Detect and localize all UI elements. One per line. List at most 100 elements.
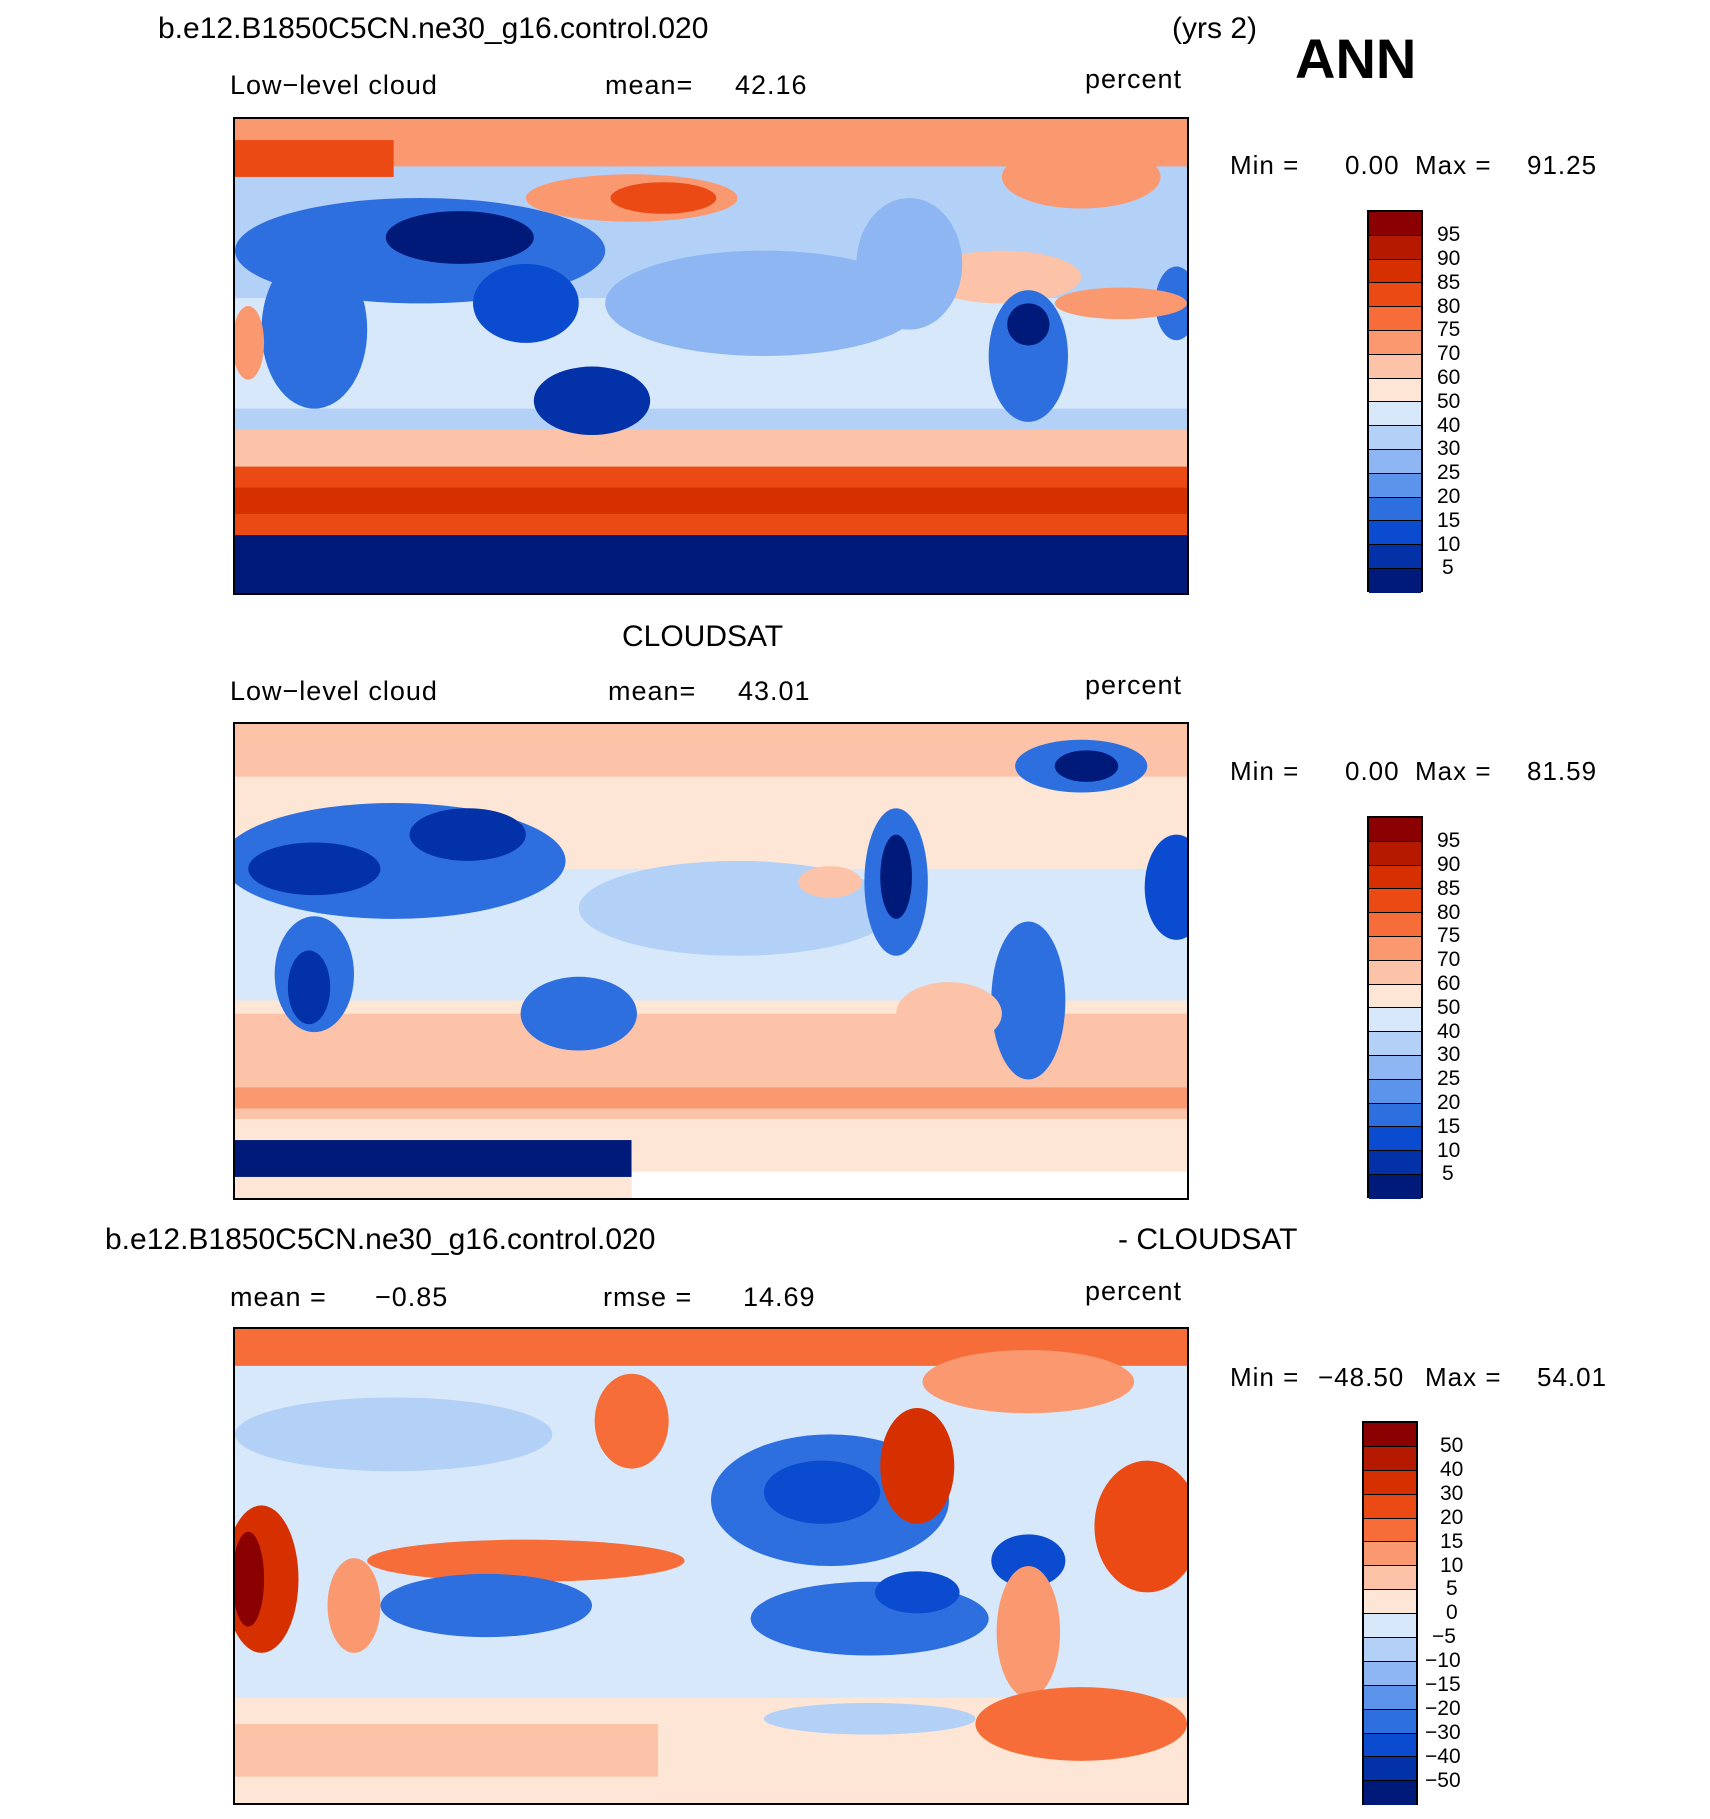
colorbar-swatch [1369,1008,1421,1033]
panel-model-max-label: Max = [1415,150,1492,180]
colorbar-label: 50 [1437,996,1461,1019]
panel-model-min-label: Min = [1230,150,1300,180]
panel-diff-rmse-label: rmse = [603,1282,693,1312]
colorbar-swatch [1369,865,1421,890]
colorbar-swatch [1369,1151,1421,1175]
colorbar-label: 20 [1440,1506,1464,1529]
colorbar-swatch [1369,936,1421,961]
colorbar-label: 95 [1437,223,1461,246]
colorbar-swatch [1369,889,1421,914]
colorbar-swatch [1369,259,1421,284]
colorbar-label: −40 [1425,1745,1461,1768]
colorbar-swatch [1364,1423,1416,1447]
colorbar-label: 75 [1437,318,1461,341]
colorbar-label: 90 [1437,247,1461,270]
colorbar-swatch [1369,497,1421,522]
panel-diff-colorbar [1362,1421,1418,1806]
colorbar-label: 30 [1437,437,1461,460]
colorbar-label: −30 [1425,1721,1461,1744]
colorbar-label: 50 [1440,1434,1464,1457]
panel-model-min-value: 0.00 [1345,150,1400,180]
colorbar-label: 30 [1440,1482,1464,1505]
panel-diff-min-label: Min = [1230,1362,1300,1392]
colorbar-swatch [1364,1446,1416,1471]
case-title: b.e12.B1850C5CN.ne30_g16.control.020 [158,12,709,45]
colorbar-swatch [1369,960,1421,985]
colorbar-label: 25 [1437,461,1461,484]
colorbar-swatch [1364,1590,1416,1615]
colorbar-label: −50 [1425,1769,1461,1792]
colorbar-swatch [1369,283,1421,308]
colorbar-label: 70 [1437,342,1461,365]
diff-cloud-field [235,1329,1187,1803]
colorbar-swatch [1369,426,1421,450]
panel-model-colorbar [1367,210,1423,593]
colorbar-swatch [1364,1661,1416,1686]
colorbar-label: 15 [1437,1115,1461,1138]
colorbar-label: 85 [1437,877,1461,900]
panel-diff-mean-value: −0.85 [375,1282,449,1312]
colorbar-label: 5 [1442,1162,1454,1185]
colorbar-label: 10 [1437,533,1461,556]
colorbar-label: 70 [1437,948,1461,971]
colorbar-swatch [1369,913,1421,937]
panel-obs-mean-value: 43.01 [738,676,811,706]
colorbar-swatch [1364,1518,1416,1543]
colorbar-label: 40 [1437,1020,1461,1043]
obs-cloud-field [235,724,1187,1198]
colorbar-label: 85 [1437,271,1461,294]
colorbar-swatch [1369,1032,1421,1056]
colorbar-swatch [1364,1685,1416,1710]
years-label: (yrs 2) [1172,12,1257,45]
colorbar-label: −15 [1425,1673,1461,1696]
colorbar-swatch [1369,1079,1421,1104]
panel-model-variable: Low−level cloud [230,70,438,100]
panel-diff-max-value: 54.01 [1537,1362,1608,1392]
colorbar-swatch [1364,1614,1416,1639]
colorbar-label: 0 [1446,1601,1458,1624]
colorbar-label: 90 [1437,853,1461,876]
panel-diff-title-right: - CLOUDSAT [1118,1223,1298,1256]
colorbar-swatch [1369,449,1421,474]
panel-diff-units: percent [1085,1276,1183,1306]
colorbar-label: 20 [1437,1091,1461,1114]
colorbar-label: −20 [1425,1697,1461,1720]
colorbar-label: 30 [1437,1043,1461,1066]
panel-obs-colorbar [1367,816,1423,1199]
colorbar-swatch [1369,1127,1421,1152]
colorbar-swatch [1364,1781,1416,1806]
colorbar-swatch [1369,330,1421,355]
colorbar-swatch [1369,1055,1421,1080]
colorbar-swatch [1369,307,1421,331]
colorbar-label: 10 [1440,1554,1464,1577]
panel-obs-map [233,722,1189,1200]
panel-obs-variable: Low−level cloud [230,676,438,706]
colorbar-swatch [1369,378,1421,403]
panel-model-mean-label: mean= [605,70,694,100]
panel-diff-min-value: −48.50 [1318,1362,1405,1392]
panel-diff-rmse-value: 14.69 [743,1282,816,1312]
colorbar-swatch [1369,1103,1421,1128]
colorbar-swatch [1364,1494,1416,1519]
colorbar-swatch [1369,818,1421,842]
panel-diff-mean-label: mean = [230,1282,327,1312]
colorbar-label: 15 [1437,509,1461,532]
colorbar-swatch [1364,1566,1416,1591]
colorbar-swatch [1364,1733,1416,1758]
colorbar-label: 40 [1437,414,1461,437]
colorbar-label: 15 [1440,1530,1464,1553]
colorbar-label: 80 [1437,295,1461,318]
colorbar-swatch [1364,1542,1416,1567]
colorbar-label: 5 [1446,1577,1458,1600]
colorbar-swatch [1364,1638,1416,1662]
colorbar-swatch [1369,521,1421,546]
colorbar-swatch [1364,1757,1416,1782]
panel-model-max-value: 91.25 [1527,150,1598,180]
model-cloud-field [235,119,1187,593]
panel-obs-mean-label: mean= [608,676,697,706]
panel-model-map [233,117,1189,595]
colorbar-label: 60 [1437,972,1461,995]
season-label: ANN [1295,27,1417,90]
colorbar-swatch [1369,354,1421,379]
panel-model-units: percent [1085,64,1183,94]
